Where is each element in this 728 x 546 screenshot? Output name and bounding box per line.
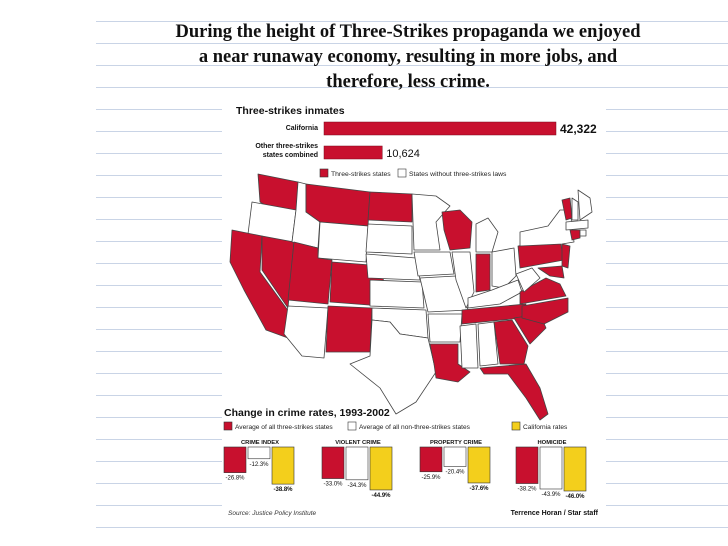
crime-value-label: -46.0%: [565, 494, 585, 500]
inmates-bar: [323, 121, 557, 136]
crime-bar: [443, 446, 467, 467]
map-state-georgia: [493, 319, 529, 365]
crime-legend-label: Average of all three-strikes states: [235, 424, 333, 431]
crime-category-label: PROPERTY CRIME: [430, 440, 482, 446]
map-state-alabama: [477, 321, 499, 367]
map-state-mississippi: [459, 323, 479, 369]
heading-line-2: a near runaway economy, resulting in mor…: [198, 47, 618, 67]
crime-category-label: CRIME INDEX: [241, 440, 279, 446]
inmates-legend-swatch: [319, 168, 329, 178]
crime-legend-swatch: [511, 421, 521, 431]
crime-legend-label: Average of all non-three-strikes states: [359, 424, 471, 431]
map-state-massachusetts: [565, 219, 589, 231]
crime-chart-title: Change in crime rates, 1993-2002: [224, 407, 390, 419]
map-state-new-jersey: [561, 243, 571, 269]
map-state-wyoming: [317, 221, 369, 263]
map-state-new-mexico: [325, 305, 373, 353]
crime-value-label: -38.8%: [273, 487, 293, 493]
crime-bar: [247, 446, 271, 460]
map-state-utah: [287, 241, 333, 305]
crime-category-label: HOMICIDE: [538, 440, 567, 446]
credit-note: Terrence Horan / Star staff: [511, 510, 599, 517]
crime-rates-chart: Average of all three-strikes states Avera…: [223, 421, 587, 500]
map-state-wisconsin: [441, 209, 473, 251]
inmates-category-label: Other three-strikes: [255, 143, 318, 150]
map-state-north-dakota: [367, 191, 413, 223]
map-state-south-dakota: [365, 223, 413, 255]
inmates-value-label: 10,624: [386, 148, 420, 160]
crime-value-label: -12.3%: [249, 462, 269, 468]
crime-bar: [369, 446, 393, 491]
crime-bar: [419, 446, 443, 473]
crime-bar: [539, 446, 563, 490]
map-state-louisiana: [429, 343, 471, 383]
map-state-minnesota: [411, 193, 451, 251]
notebook-margin: [0, 0, 96, 546]
map-state-kansas: [369, 279, 425, 309]
crime-bar: [321, 446, 345, 479]
us-map: [229, 173, 593, 421]
infographic-svg: Three-strikes inmates California 42,322 Ot…: [223, 105, 599, 517]
inmates-category-label: states combined: [263, 152, 318, 159]
crime-value-label: -44.9%: [371, 493, 391, 499]
inmates-legend-swatch: [397, 168, 407, 178]
crime-bar: [563, 446, 587, 492]
infographic: Three-strikes inmates California 42,322 Ot…: [222, 102, 606, 522]
map-state-nebraska: [365, 253, 421, 281]
inmates-chart: California 42,322 Other three-strikes state…: [255, 121, 597, 178]
crime-bar: [345, 446, 369, 481]
crime-value-label: -43.9%: [541, 492, 561, 498]
crime-category-label: VIOLENT CRIME: [335, 440, 381, 446]
map-state-maine: [577, 189, 593, 221]
crime-bar: [271, 446, 295, 485]
inmates-category-label: California: [286, 125, 318, 132]
heading-line-1: During the height of Three-Strikes propa…: [175, 22, 641, 42]
crime-value-label: -38.2%: [517, 487, 537, 493]
map-state-florida: [479, 363, 549, 421]
map-state-west-virginia: [515, 267, 541, 293]
map-state-virginia: [519, 277, 567, 305]
inmates-bar: [323, 145, 383, 160]
crime-value-label: -26.8%: [225, 476, 245, 482]
crime-value-label: -20.4%: [445, 470, 465, 476]
map-state-arizona: [283, 305, 329, 359]
heading-line-3: therefore, less crime.: [326, 72, 490, 92]
inmates-legend-label: Three-strikes states: [331, 171, 391, 178]
slide-heading: During the height of Three-Strikes propa…: [98, 20, 718, 95]
inmates-value-label: 42,322: [560, 122, 597, 136]
crime-legend-swatch: [347, 421, 357, 431]
crime-legend-swatch: [223, 421, 233, 431]
crime-bar: [515, 446, 539, 484]
map-state-new-hampshire: [571, 197, 579, 221]
inmates-legend-label: States without three-strikes laws: [409, 171, 507, 178]
crime-bar: [223, 446, 247, 473]
crime-value-label: -37.6%: [469, 486, 489, 492]
crime-legend-label: California rates: [523, 424, 568, 431]
map-state-rhode-island: [579, 229, 587, 237]
map-state-michigan: [475, 217, 499, 253]
source-note: Source: Justice Policy Institute: [228, 510, 317, 517]
map-state-indiana: [475, 253, 491, 293]
map-state-arkansas: [427, 313, 463, 343]
map-state-maryland: [537, 265, 565, 279]
crime-value-label: -25.9%: [421, 475, 441, 481]
map-state-connecticut: [569, 229, 581, 241]
crime-value-label: -34.3%: [347, 483, 367, 489]
map-state-texas: [349, 319, 437, 415]
map-state-iowa: [413, 251, 455, 277]
map-state-ohio: [491, 247, 517, 289]
inmates-chart-title: Three-strikes inmates: [236, 105, 345, 117]
crime-value-label: -33.0%: [323, 482, 343, 488]
crime-bar: [467, 446, 491, 484]
map-state-north-carolina: [521, 297, 569, 325]
